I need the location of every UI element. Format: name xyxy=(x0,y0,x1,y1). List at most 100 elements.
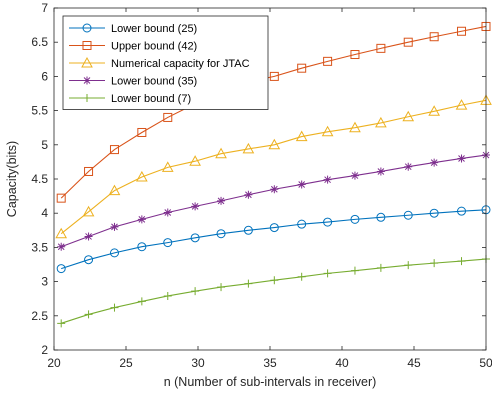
data-point xyxy=(137,127,147,137)
data-point xyxy=(323,175,332,184)
data-point xyxy=(350,214,360,224)
legend-entry: Numerical capacity for JTAC xyxy=(69,56,250,70)
data-point xyxy=(270,276,279,285)
data-point xyxy=(297,180,306,189)
data-point xyxy=(137,242,147,252)
data-point xyxy=(270,185,279,194)
data-point xyxy=(215,147,227,159)
x-tick-label: 45 xyxy=(407,356,421,370)
data-point xyxy=(161,161,174,172)
data-point xyxy=(376,263,385,272)
data-point xyxy=(109,145,119,155)
data-point xyxy=(350,266,359,275)
data-point xyxy=(217,196,226,205)
data-point xyxy=(375,116,387,128)
data-point xyxy=(297,219,307,229)
legend-entry: Lower bound (35) xyxy=(69,76,197,88)
data-point xyxy=(323,269,332,278)
y-tick-label: 2 xyxy=(41,343,48,357)
data-point xyxy=(295,130,308,142)
data-point xyxy=(455,99,468,110)
data-point xyxy=(109,248,119,258)
legend-entry: Lower bound (7) xyxy=(69,93,191,105)
legend-entry: Lower bound (25) xyxy=(69,23,197,35)
data-point xyxy=(56,193,66,203)
series-line xyxy=(60,25,487,199)
data-point xyxy=(402,110,415,122)
data-point xyxy=(110,222,119,231)
data-point xyxy=(242,142,255,154)
data-point xyxy=(350,171,359,180)
x-tick-label: 50 xyxy=(479,356,492,370)
y-tick-label: 4 xyxy=(41,206,48,220)
data-point xyxy=(376,167,385,176)
data-point xyxy=(163,208,172,217)
data-point xyxy=(269,223,279,233)
data-point xyxy=(404,162,413,171)
y-tick-label: 3 xyxy=(41,275,48,289)
x-tick-label: 35 xyxy=(263,356,277,370)
data-point xyxy=(457,257,466,266)
data-point xyxy=(244,190,253,199)
series-line xyxy=(61,209,487,270)
data-point xyxy=(349,121,361,133)
data-point xyxy=(297,272,306,281)
data-point xyxy=(191,287,200,296)
data-point xyxy=(243,225,253,235)
series-0 xyxy=(56,205,491,274)
data-point xyxy=(403,37,413,47)
legend-label: Numerical capacity for JTAC xyxy=(111,58,250,70)
data-point xyxy=(135,170,148,182)
series-2 xyxy=(55,94,492,239)
x-tick-label: 25 xyxy=(119,356,133,370)
data-point xyxy=(163,112,173,122)
y-tick-label: 4.5 xyxy=(31,172,48,186)
data-point xyxy=(244,279,253,288)
data-point xyxy=(350,50,360,60)
data-point xyxy=(429,32,439,42)
data-point xyxy=(376,43,386,53)
data-point xyxy=(429,208,439,218)
data-point xyxy=(163,291,172,300)
data-point xyxy=(191,202,200,211)
data-point xyxy=(163,238,173,248)
legend-label: Lower bound (7) xyxy=(111,93,191,105)
y-tick-label: 7 xyxy=(41,1,48,15)
data-point xyxy=(457,154,466,163)
data-point xyxy=(216,229,226,239)
data-point xyxy=(269,71,279,81)
y-tick-label: 3.5 xyxy=(31,240,48,254)
data-point xyxy=(110,303,119,312)
data-point xyxy=(56,264,66,274)
data-point xyxy=(430,259,439,268)
legend-label: Lower bound (35) xyxy=(111,76,197,88)
x-axis-label: n (Number of sub-intervals in receiver) xyxy=(164,375,377,389)
legend-marker xyxy=(81,56,93,68)
data-point xyxy=(57,319,66,328)
y-tick-label: 6.5 xyxy=(31,35,48,49)
data-point xyxy=(297,63,307,73)
axes-layer: 20 25 30 35 40 45 50 2 2.5 3 3.5 4 4.5 5 5.5 6 6.5 7 xyxy=(31,1,492,370)
data-point xyxy=(84,255,94,265)
data-point xyxy=(268,138,281,150)
data-point xyxy=(84,166,94,176)
legend: Lower bound (25) Upper bound (42) Numerica… xyxy=(62,15,269,110)
data-point xyxy=(321,125,334,137)
legend-marker xyxy=(83,76,91,85)
x-tick-label: 40 xyxy=(335,356,349,370)
data-point xyxy=(457,206,467,216)
series-layer xyxy=(55,21,492,328)
data-point xyxy=(428,105,441,116)
legend-label: Lower bound (25) xyxy=(111,23,197,35)
y-tick-label: 5.5 xyxy=(31,104,48,118)
legend-label: Upper bound (42) xyxy=(111,41,197,53)
data-point xyxy=(430,158,439,167)
legend-entry: Upper bound (42) xyxy=(69,41,197,53)
data-point xyxy=(217,283,226,292)
data-point xyxy=(84,310,93,319)
data-point xyxy=(457,26,467,36)
data-point xyxy=(108,184,121,196)
x-tick-label: 30 xyxy=(191,356,205,370)
series-line xyxy=(60,99,487,235)
legend-marker xyxy=(83,94,91,102)
